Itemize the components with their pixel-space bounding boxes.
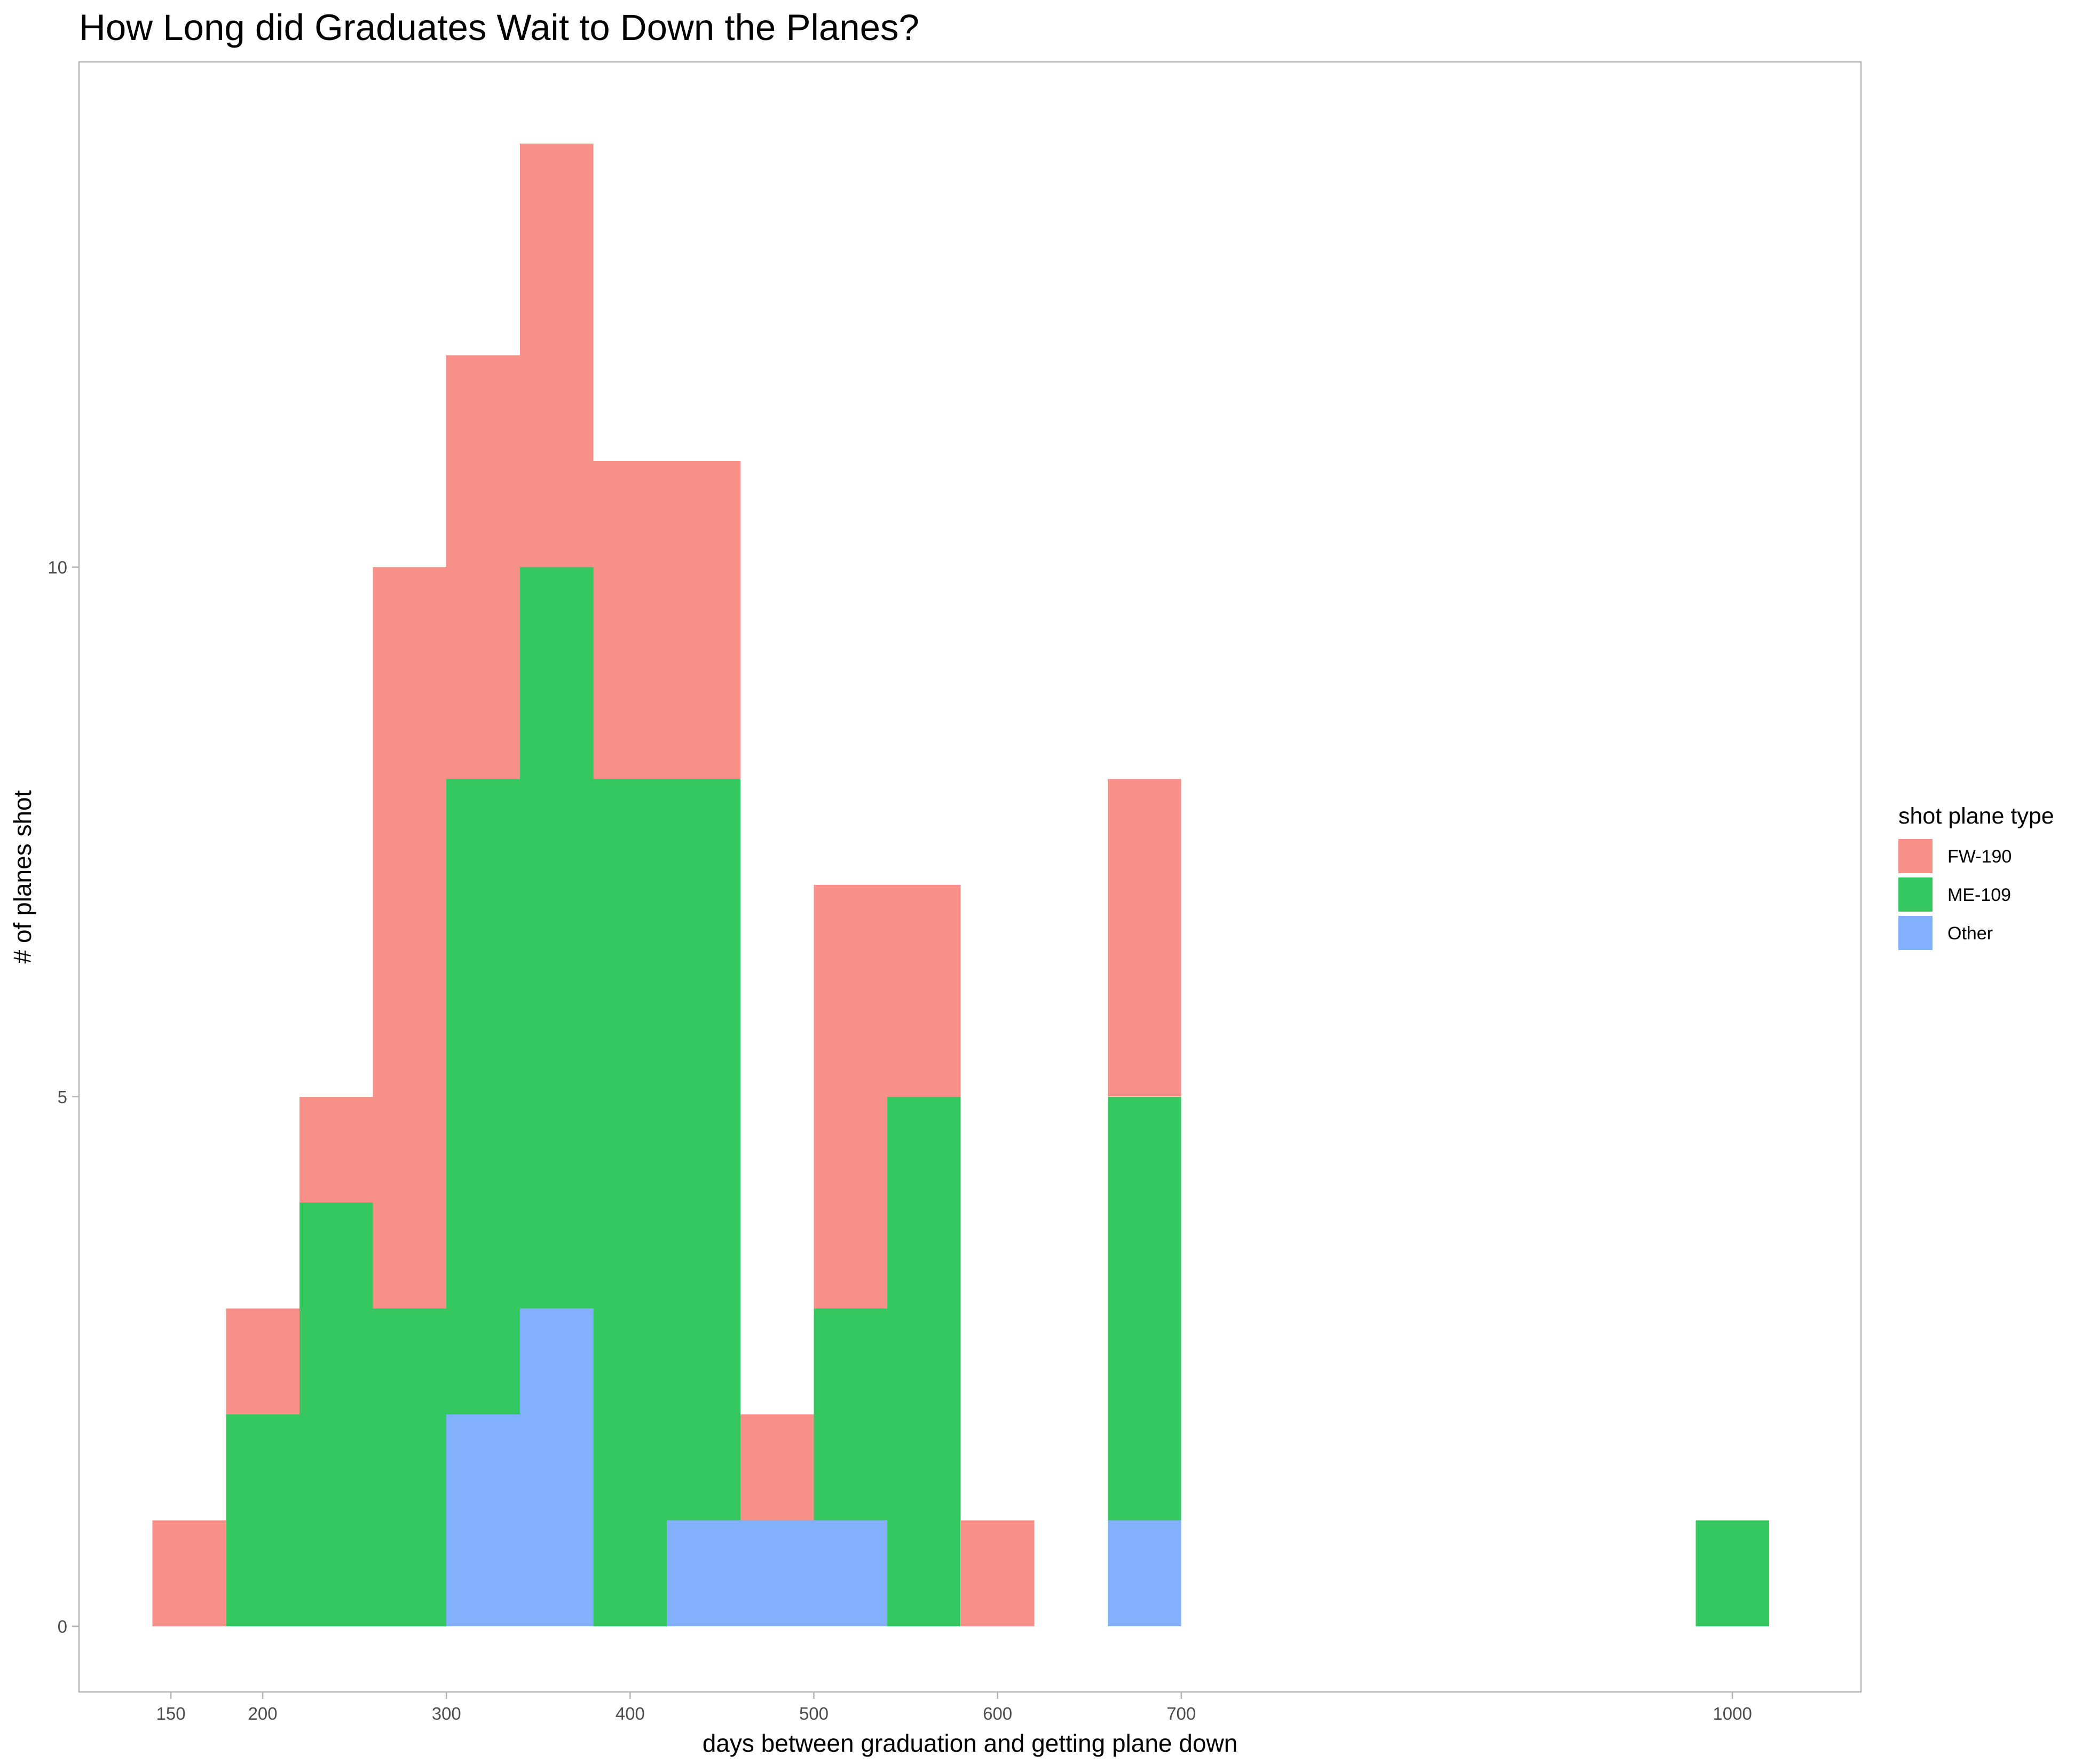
bar-other-bin-8 xyxy=(740,1520,814,1626)
bar-fw-190-bin-3 xyxy=(373,567,447,1309)
bar-me-109-bin-2 xyxy=(299,1203,373,1626)
x-axis: 150 200 300 400 500 600 700 1000 xyxy=(156,1692,1752,1723)
bar-me-109-bin-13 xyxy=(1695,1520,1769,1626)
bar-fw-190-bin-1 xyxy=(226,1308,299,1414)
x-tick-label-1000: 1000 xyxy=(1713,1704,1752,1723)
legend-key-fw-190 xyxy=(1898,839,1933,873)
bar-me-109-bin-10 xyxy=(887,1096,961,1626)
bar-fw-190-bin-2 xyxy=(299,1096,373,1203)
legend-label-me-109: ME-109 xyxy=(1947,885,2011,905)
bar-me-109-bin-12 xyxy=(1108,1096,1181,1521)
y-axis-title: # of planes shot xyxy=(9,790,36,963)
legend-key-other xyxy=(1898,916,1933,950)
bar-me-109-bin-7 xyxy=(667,779,740,1521)
chart-title: How Long did Graduates Wait to Down the … xyxy=(79,7,919,48)
bar-me-109-bin-4 xyxy=(446,779,520,1414)
x-tick-label-400: 400 xyxy=(616,1704,645,1723)
bar-me-109-bin-9 xyxy=(814,1308,888,1521)
bar-other-bin-9 xyxy=(814,1520,888,1626)
bar-me-109-bin-5 xyxy=(519,567,594,1309)
bar-me-109-bin-1 xyxy=(226,1414,299,1626)
bar-fw-190-bin-5 xyxy=(519,143,594,567)
bars-layer xyxy=(152,143,1769,1626)
bar-other-bin-7 xyxy=(667,1520,740,1626)
legend-title: shot plane type xyxy=(1898,803,2054,829)
x-axis-title: days between graduation and getting plan… xyxy=(703,1729,1238,1757)
bar-fw-190-bin-9 xyxy=(814,884,888,1309)
bar-fw-190-bin-0 xyxy=(152,1520,226,1626)
y-tick-label-10: 10 xyxy=(48,558,67,578)
bar-me-109-bin-6 xyxy=(593,779,667,1626)
y-tick-label-5: 5 xyxy=(58,1087,67,1107)
plot-panel-border xyxy=(78,61,1862,1693)
bar-fw-190-bin-10 xyxy=(887,884,961,1097)
y-tick-label-0: 0 xyxy=(58,1617,67,1636)
x-tick-label-600: 600 xyxy=(983,1704,1012,1723)
legend-key-me-109 xyxy=(1898,877,1933,912)
bar-fw-190-bin-12 xyxy=(1108,779,1181,1097)
bar-fw-190-bin-6 xyxy=(593,461,667,779)
bar-fw-190-bin-7 xyxy=(667,461,740,779)
bar-other-bin-4 xyxy=(446,1414,520,1626)
bar-other-bin-12 xyxy=(1108,1520,1181,1626)
legend-label-other: Other xyxy=(1947,923,1993,944)
x-tick-label-300: 300 xyxy=(432,1704,461,1723)
legend-items: FW-190 ME-109 Other xyxy=(1898,839,2012,950)
x-tick-label-150: 150 xyxy=(156,1704,186,1723)
x-tick-label-700: 700 xyxy=(1166,1704,1196,1723)
x-tick-label-200: 200 xyxy=(248,1704,278,1723)
x-tick-label-500: 500 xyxy=(799,1704,829,1723)
legend-label-fw-190: FW-190 xyxy=(1947,847,2012,867)
bar-other-bin-5 xyxy=(519,1308,594,1626)
bar-fw-190-bin-8 xyxy=(740,1414,814,1521)
bar-fw-190-bin-11 xyxy=(960,1520,1035,1626)
y-axis: 0 5 10 xyxy=(48,558,78,1636)
legend: shot plane type FW-190 ME-109 Other xyxy=(1898,803,2054,950)
bar-me-109-bin-3 xyxy=(373,1308,447,1626)
bar-fw-190-bin-4 xyxy=(446,355,520,779)
